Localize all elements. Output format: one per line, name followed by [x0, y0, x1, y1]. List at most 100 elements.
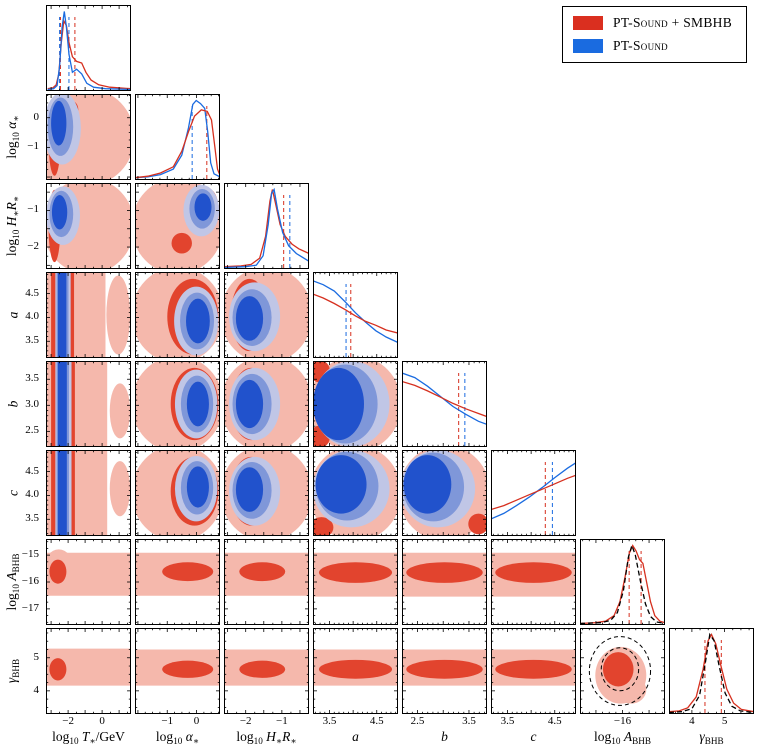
- y-tick-label: 5: [33, 650, 40, 663]
- density-curve: [491, 462, 576, 520]
- density-curve: [669, 633, 754, 713]
- contours: [224, 450, 309, 536]
- panel-a-vs-logAlpha: [135, 272, 220, 358]
- y-axis-label-logA: log10 ABHB: [3, 553, 22, 611]
- panel-a-vs-logHR: [224, 272, 309, 358]
- y-axis-label-c: c: [5, 490, 21, 496]
- panel-gamma-marginal: [669, 628, 754, 714]
- contours: [491, 649, 576, 686]
- legend-label: PT-Sound: [613, 38, 668, 53]
- x-axis-label-logAlpha: log10 α∗: [155, 729, 200, 747]
- contours: [135, 649, 220, 686]
- y-tick-label: 4.5: [25, 464, 39, 477]
- panel-logHR-marginal: [224, 183, 309, 269]
- x-axis-label-logHR: log10 H∗R∗: [236, 729, 297, 747]
- x-tick-label: 3.5: [500, 715, 515, 727]
- panel-c-vs-logAlpha: [135, 450, 220, 536]
- axis-ticks: [314, 272, 397, 358]
- y-tick-label: 3.5: [25, 334, 39, 347]
- x-tick-label: 0: [99, 715, 105, 727]
- legend: PT-Sound + SMBHB PT-Sound: [562, 6, 747, 63]
- contours: [402, 552, 487, 597]
- density-curve: [580, 544, 665, 625]
- panel-b-vs-a: [313, 361, 398, 447]
- contours: [135, 272, 220, 358]
- x-axis-label-b: b: [441, 729, 448, 744]
- contours: [313, 552, 398, 597]
- y-tick-label: 3.5: [25, 372, 39, 385]
- density-curve: [313, 293, 398, 334]
- density-curve: [402, 380, 487, 418]
- contours: [402, 649, 487, 686]
- panel-a-vs-logT: [46, 272, 131, 358]
- density-curve: [491, 474, 576, 511]
- density-curve: [135, 109, 220, 179]
- panel-gamma-vs-b: [402, 628, 487, 714]
- contours: [46, 549, 131, 596]
- panel-logA-vs-a: [313, 539, 398, 625]
- y-tick-label: −17: [21, 601, 39, 614]
- legend-swatch-red: [573, 16, 604, 30]
- y-tick-label: −15: [21, 548, 39, 561]
- axis-ticks: [46, 361, 131, 447]
- contours: [313, 649, 398, 686]
- contours: [46, 450, 131, 536]
- density-curve: [580, 543, 665, 625]
- contours: [46, 648, 131, 686]
- y-axis-label-b: b: [5, 400, 21, 408]
- panel-logA-vs-b: [402, 539, 487, 625]
- panel-logAlpha-vs-logT: [46, 94, 131, 180]
- panel-gamma-vs-a: [313, 628, 398, 714]
- x-tick-label: 4: [689, 715, 695, 727]
- x-axis-label-logA: log10 ABHB: [594, 729, 651, 747]
- y-tick-label: 3.5: [25, 512, 39, 525]
- contours: [224, 649, 309, 686]
- y-axis-label-gamma: γBHB: [3, 658, 22, 684]
- axis-ticks: [406, 361, 485, 447]
- contours: [588, 636, 652, 706]
- contours: [46, 94, 131, 180]
- contours: [224, 552, 309, 596]
- panel-c-vs-a: [313, 450, 398, 536]
- contours: [46, 361, 131, 447]
- y-tick-label: 4.0: [25, 310, 39, 323]
- x-tick-label: 5: [721, 715, 728, 727]
- panel-b-vs-logHR: [224, 361, 309, 447]
- contours: [135, 183, 220, 269]
- x-axis-label-c: c: [530, 729, 537, 744]
- x-axis-label-logT: log10 T∗/GeV: [52, 729, 125, 747]
- y-axis-label-logHR: log10 H∗R∗: [3, 195, 22, 257]
- x-tick-label: −1: [276, 715, 288, 727]
- panel-b-vs-logT: [46, 361, 131, 447]
- panel-logA-vs-logAlpha: [135, 539, 220, 625]
- y-axis-label-logAlpha: log10 α∗: [3, 115, 22, 159]
- panel-c-vs-logT: [46, 450, 131, 536]
- x-tick-label: 0: [193, 715, 200, 727]
- legend-item: PT-Sound: [573, 38, 732, 54]
- panel-logA-vs-logT: [46, 539, 131, 625]
- y-tick-label: 4: [33, 683, 40, 696]
- panel-b-marginal: [402, 361, 487, 447]
- y-tick-label: −1: [27, 203, 39, 216]
- contours: [46, 183, 131, 269]
- panel-gamma-vs-logA: [580, 628, 665, 714]
- panel-c-marginal: [491, 450, 576, 536]
- y-tick-label: 3.0: [25, 398, 39, 411]
- x-axis-label-a: a: [352, 729, 359, 744]
- panel-gamma-vs-c: [491, 628, 576, 714]
- contours: [135, 450, 220, 536]
- density-curve: [224, 189, 309, 268]
- contours: [313, 450, 398, 536]
- legend-item: PT-Sound + SMBHB: [573, 15, 732, 31]
- panel-c-vs-b: [402, 450, 487, 536]
- contours: [46, 272, 131, 358]
- density-curve: [47, 11, 131, 91]
- x-tick-label: 3.5: [462, 715, 476, 727]
- y-tick-label: −1: [27, 140, 39, 153]
- legend-swatch-blue: [573, 39, 604, 53]
- panel-a-marginal: [313, 272, 398, 358]
- y-tick-label: 2.5: [25, 424, 39, 437]
- y-tick-label: −2: [27, 240, 39, 253]
- axis-ticks: [227, 183, 301, 269]
